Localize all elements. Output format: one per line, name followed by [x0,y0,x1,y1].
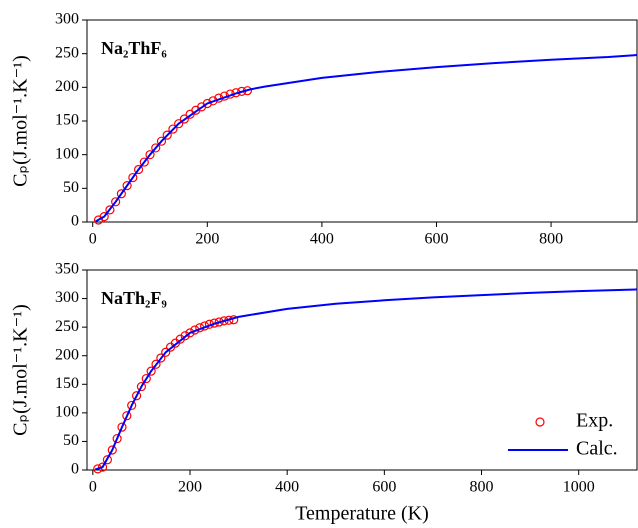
y-tick-label: 350 [55,261,79,278]
data-point [97,462,108,472]
data-point [146,366,156,376]
y-tick-label: 200 [55,346,79,363]
y-tick-label: 100 [55,145,79,162]
x-tick-label: 600 [424,231,448,248]
data-point [99,212,109,222]
y-axis-label: Cₚ(J.mol⁻¹.K⁻¹) [10,55,32,187]
legend-label: Calc. [576,438,618,460]
data-point [111,197,121,207]
data-point [127,400,137,411]
data-point [185,328,195,338]
data-point [162,130,172,140]
data-point [128,172,138,183]
y-tick-label: 150 [55,112,79,129]
x-tick-label: 200 [178,479,202,496]
data-point [131,391,142,401]
y-tick-label: 0 [71,213,79,230]
y-tick-label: 50 [63,179,79,196]
y-tick-label: 150 [55,375,79,392]
y-tick-label: 300 [55,289,79,306]
y-axis-label: Cₚ(J.mol⁻¹.K⁻¹) [10,304,32,436]
data-line [94,288,638,471]
data-point [116,189,126,199]
y-tick-label: 300 [55,11,79,28]
data-point [179,114,189,124]
x-tick-label: 200 [195,231,219,248]
y-tick-label: 50 [63,432,79,449]
data-point [139,157,149,167]
data-point [122,411,132,421]
data-point [180,331,190,341]
x-tick-label: 800 [539,231,563,248]
data-point [151,143,161,153]
legend-label: Exp. [576,410,613,432]
data-point [151,359,161,369]
data-point [93,464,103,474]
data-point [202,98,212,109]
data-point [145,150,155,160]
plot-frame [86,269,638,471]
panel-label: NaTh₂F₉ [101,288,167,308]
data-point [156,136,167,146]
data-point [174,119,184,129]
y-tick-label: 100 [55,404,79,421]
y-tick-label: 0 [71,461,79,478]
x-tick-label: 400 [275,479,299,496]
y-tick-label: 250 [55,318,79,335]
data-point [136,381,147,392]
panel-label: Na₂ThF₆ [101,38,167,58]
data-point [161,347,171,357]
plot-frame [86,19,638,223]
data-point [122,181,132,191]
data-point [107,445,117,455]
y-tick-label: 200 [55,78,79,95]
data-line [95,54,638,223]
x-tick-label: 400 [310,231,334,248]
x-axis-label: Temperature (K) [295,503,429,525]
data-point [141,373,151,384]
data-point [133,164,144,175]
data-point [105,205,115,215]
data-point [102,455,113,465]
x-tick-label: 0 [89,479,97,496]
data-point [117,422,127,432]
legend-marker [535,417,545,427]
x-tick-label: 1000 [563,479,595,496]
x-tick-label: 0 [89,231,97,248]
data-point [112,433,122,444]
data-point [156,353,166,363]
x-tick-label: 800 [470,479,494,496]
data-point [168,124,178,134]
y-tick-label: 250 [55,44,79,61]
x-tick-label: 600 [372,479,396,496]
